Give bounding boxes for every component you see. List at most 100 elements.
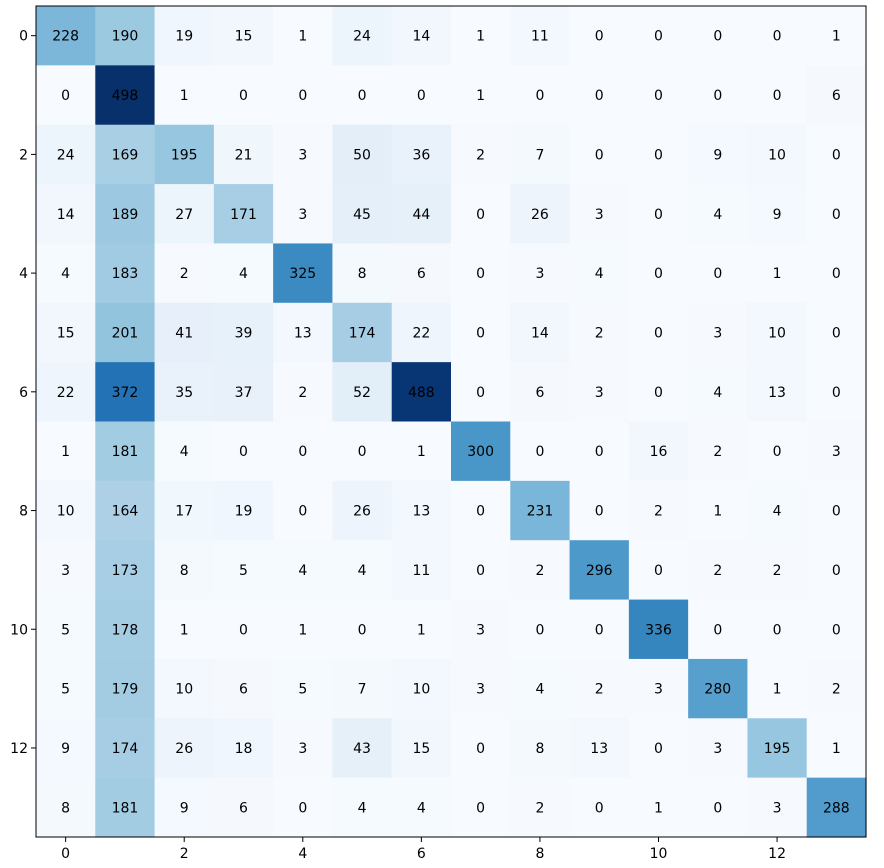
cell-value-r6-c3: 37 [235,385,253,401]
heatmap-cell-r8-c1 [95,480,156,541]
heatmap-cell-r4-c10 [628,243,689,304]
heatmap-cell-labels: 228 190 19 15 1 24 14 1 11 0 0 0 0 10 498 1 0 0 0 0 1 0 0 0 0 0 62… [52,29,849,817]
cell-value-r10-c10: 336 [645,622,672,638]
heatmap-cell-r2-c2 [154,124,215,185]
cell-value-r9-c11: 2 [713,563,722,579]
cell-value-r1-c8: 0 [535,88,544,104]
heatmap-cell-r10-c4 [273,599,334,660]
cell-value-r2-c3: 21 [235,147,253,163]
heatmap-cell-r12-c4 [273,718,334,779]
cell-value-r10-c7: 3 [476,622,485,638]
cell-value-r8-c3: 19 [235,504,253,520]
heatmap-cell-r2-c12 [747,124,808,185]
y-tick-label-0: 0 [19,29,28,45]
heatmap-cell-r4-c4 [273,243,334,304]
heatmap-cell-r12-c6 [391,718,452,779]
heatmap-cell-r7-c13 [806,421,867,482]
cell-value-r6-c13: 0 [832,385,841,401]
heatmap-cell-r10-c6 [391,599,452,660]
cell-value-r13-c1: 181 [112,800,139,816]
heatmap-cell-r1-c10 [628,65,689,126]
heatmap-cell-r4-c8 [510,243,571,304]
heatmap-cell-r3-c4 [273,184,334,245]
cell-value-r11-c5: 7 [358,682,367,698]
heatmap-cell-r6-c1 [95,362,156,423]
cell-value-r3-c9: 3 [595,207,604,223]
cell-value-r1-c9: 0 [595,88,604,104]
x-tick-label-6: 6 [417,846,426,862]
cell-value-r0-c10: 0 [654,29,663,45]
heatmap-cell-r11-c0 [36,658,96,719]
heatmap-cell-r13-c10 [628,777,689,838]
cell-value-r6-c1: 372 [112,385,139,401]
cell-value-r3-c0: 14 [57,207,75,223]
cell-value-r13-c8: 2 [535,800,544,816]
heatmap-cell-r8-c5 [332,480,393,541]
heatmap-cell-r0-c7 [451,6,511,66]
cell-value-r4-c4: 325 [289,266,316,282]
heatmap-cell-r9-c2 [154,540,215,601]
cell-value-r7-c2: 4 [180,444,189,460]
heatmap-cell-r1-c2 [154,65,215,126]
heatmap-cell-r0-c6 [391,6,452,66]
cell-value-r5-c13: 0 [832,325,841,341]
heatmap-cell-r8-c3 [213,480,274,541]
cell-value-r1-c11: 0 [713,88,722,104]
heatmap-cell-r5-c4 [273,302,334,363]
heatmap-cell-r3-c2 [154,184,215,245]
heatmap-cell-r11-c11 [688,658,749,719]
heatmap-cell-r1-c13 [806,65,867,126]
heatmap-cell-r11-c3 [213,658,274,719]
heatmap-cell-r6-c8 [510,362,571,423]
cell-value-r0-c2: 19 [175,29,193,45]
cell-value-r7-c7: 300 [467,444,494,460]
heatmap-cell-r5-c1 [95,302,156,363]
heatmap-cell-r12-c5 [332,718,393,779]
cell-value-r0-c0: 228 [52,29,79,45]
heatmap-cell-r1-c11 [688,65,749,126]
heatmap-cell-r3-c0 [36,184,96,245]
cell-value-r4-c12: 1 [773,266,782,282]
cell-value-r5-c1: 201 [112,325,139,341]
heatmap-cell-r5-c9 [569,302,630,363]
cell-value-r10-c4: 1 [298,622,307,638]
heatmap-cell-r13-c2 [154,777,215,838]
cell-value-r12-c5: 43 [353,741,371,757]
cell-value-r1-c0: 0 [61,88,70,104]
heatmap-cell-r8-c6 [391,480,452,541]
heatmap-cell-r10-c12 [747,599,808,660]
cell-value-r12-c7: 0 [476,741,485,757]
cell-value-r6-c8: 6 [535,385,544,401]
heatmap-cell-r9-c1 [95,540,156,601]
heatmap-cell-r11-c2 [154,658,215,719]
cell-value-r11-c0: 5 [61,682,70,698]
heatmap-cell-r10-c13 [806,599,867,660]
heatmap-cell-r9-c6 [391,540,452,601]
heatmap-cell-r7-c11 [688,421,749,482]
cell-value-r0-c8: 11 [531,29,549,45]
heatmap-cell-r11-c10 [628,658,689,719]
cell-value-r8-c0: 10 [57,504,75,520]
cell-value-r13-c3: 6 [239,800,248,816]
x-axis: 0 2 4 6 8 10 12 [61,837,786,862]
heatmap-cell-r11-c7 [451,658,511,719]
cell-value-r2-c7: 2 [476,147,485,163]
heatmap-cell-r8-c4 [273,480,334,541]
y-tick-label-8: 8 [19,504,28,520]
cell-value-r4-c8: 3 [535,266,544,282]
heatmap-cell-r3-c8 [510,184,571,245]
heatmap-cell-r13-c7 [451,777,511,838]
heatmap-cell-r9-c11 [688,540,749,601]
heatmap-cell-r6-c4 [273,362,334,423]
heatmap-cell-r4-c1 [95,243,156,304]
heatmap-cell-r9-c5 [332,540,393,601]
cell-value-r3-c2: 27 [175,207,193,223]
heatmap-cell-r8-c11 [688,480,749,541]
cell-value-r4-c3: 4 [239,266,248,282]
cell-value-r5-c9: 2 [595,325,604,341]
cell-value-r5-c4: 13 [294,325,312,341]
heatmap-cell-r5-c8 [510,302,571,363]
cell-value-r11-c3: 6 [239,682,248,698]
y-tick-label-10: 10 [10,622,28,638]
